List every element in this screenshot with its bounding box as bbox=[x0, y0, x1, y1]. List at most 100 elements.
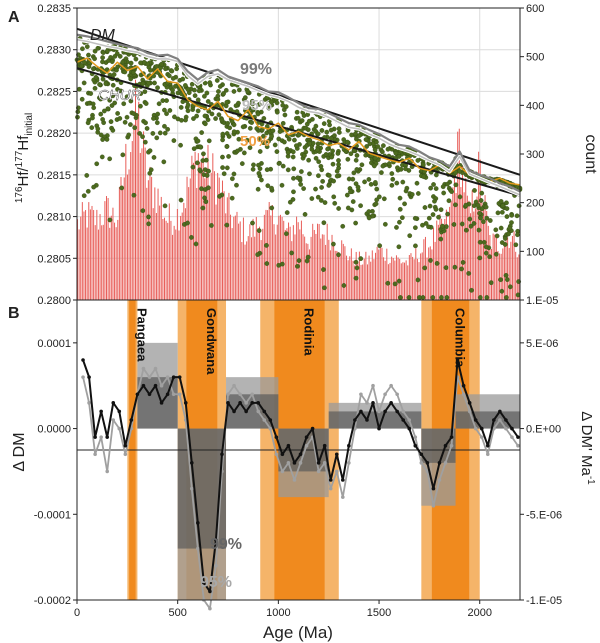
scatter-point-975 bbox=[249, 98, 255, 104]
b-point-99-50 bbox=[383, 409, 387, 414]
hist-bar-204 bbox=[405, 260, 407, 300]
chur-label: CHUR bbox=[98, 87, 141, 104]
b-point-99-61 bbox=[449, 435, 454, 439]
scatter-point-1219 bbox=[373, 180, 378, 185]
hist-bar-202 bbox=[402, 262, 404, 300]
scatter-point-222 bbox=[117, 54, 123, 59]
scatter-point-1075 bbox=[100, 76, 106, 82]
b-point-95-71 bbox=[510, 435, 514, 439]
scatter-point-1197 bbox=[335, 151, 341, 156]
scatter-point-1045 bbox=[328, 127, 334, 133]
hist-bar-217 bbox=[426, 257, 428, 300]
scatter-point-896 bbox=[477, 239, 483, 245]
hist-bar-171 bbox=[352, 260, 354, 300]
b-point-95-32 bbox=[274, 452, 279, 457]
scatter-point-893 bbox=[226, 154, 231, 159]
scatter-point-1251 bbox=[155, 85, 160, 91]
scatter-point-257 bbox=[89, 125, 95, 130]
hist-bar-57 bbox=[168, 203, 170, 300]
scatter-point-260 bbox=[137, 131, 143, 136]
scatter-point-1177 bbox=[82, 60, 87, 66]
scatter-point-1174 bbox=[430, 212, 436, 217]
hist-bar-145 bbox=[310, 236, 312, 300]
scatter-point-216 bbox=[241, 150, 247, 156]
scatter-point-1157 bbox=[323, 152, 329, 157]
scatter-point-1191 bbox=[326, 183, 332, 188]
hist-bar-76 bbox=[199, 162, 201, 300]
scatter-point-389 bbox=[376, 194, 382, 200]
xtick-label-1: 500 bbox=[169, 607, 187, 619]
y2tick-label-b-1: -5.E-06 bbox=[526, 509, 562, 521]
scatter-point-1065 bbox=[318, 163, 324, 169]
scatter-point-526 bbox=[255, 252, 261, 257]
hist-bar-199 bbox=[397, 257, 399, 300]
hist-bar-86 bbox=[215, 204, 217, 300]
hist-bar-71 bbox=[191, 155, 193, 300]
scatter-point-568 bbox=[171, 138, 177, 143]
hist-bar-228 bbox=[444, 218, 446, 300]
hist-bar-79 bbox=[204, 178, 206, 300]
hist-bar-81 bbox=[207, 144, 209, 300]
scatter-point-777 bbox=[202, 80, 208, 86]
b-point-99-48 bbox=[371, 401, 375, 405]
hist-bar-238 bbox=[460, 187, 462, 300]
scatter-point-485 bbox=[396, 244, 402, 250]
scatter-point-871 bbox=[434, 261, 440, 266]
hist-bar-142 bbox=[305, 243, 307, 300]
hist-bar-242 bbox=[466, 195, 468, 300]
scatter-point-124 bbox=[358, 256, 364, 261]
scatter-point-627 bbox=[109, 103, 115, 108]
hist-bar-169 bbox=[349, 256, 351, 300]
b-95-label: 95% bbox=[200, 574, 232, 591]
scatter-point-470 bbox=[321, 220, 327, 226]
scatter-point-1257 bbox=[452, 264, 458, 270]
scatter-point-744 bbox=[353, 275, 359, 281]
scatter-point-826 bbox=[412, 215, 418, 221]
scatter-point-703 bbox=[147, 148, 153, 154]
hist-bar-35 bbox=[133, 124, 135, 300]
scatter-point-1187 bbox=[224, 99, 230, 105]
scatter-point-450 bbox=[341, 283, 347, 288]
scatter-point-841 bbox=[377, 243, 383, 249]
b-point-99-21 bbox=[208, 589, 212, 594]
ytick-label-a-3: 0.2815 bbox=[37, 170, 71, 182]
scatter-point-397 bbox=[426, 215, 432, 221]
scatter-point-82 bbox=[156, 101, 162, 107]
scatter-point-318 bbox=[415, 191, 421, 196]
b-point-99-52 bbox=[395, 409, 399, 414]
b-point-95-63 bbox=[461, 392, 466, 397]
scatter-point-694 bbox=[146, 221, 151, 227]
scatter-point-942 bbox=[495, 210, 501, 216]
b-point-99-9 bbox=[135, 392, 140, 397]
hist-bar-263 bbox=[500, 253, 502, 300]
scatter-point-876 bbox=[283, 104, 289, 109]
scatter-point-1238 bbox=[100, 55, 105, 60]
hist-bar-229 bbox=[445, 209, 447, 300]
scatter-point-171 bbox=[265, 183, 271, 189]
panel-a-scatter bbox=[74, 36, 523, 300]
b-point-95-50 bbox=[383, 392, 387, 397]
b-point-95-35 bbox=[292, 478, 297, 482]
scatter-point-959 bbox=[101, 108, 107, 114]
scatter-point-317 bbox=[157, 130, 163, 136]
scatter-point-368 bbox=[332, 200, 338, 206]
b-point-95-12 bbox=[153, 366, 158, 371]
y2tick-label-a-3: 300 bbox=[526, 149, 544, 161]
hist-bar-129 bbox=[284, 229, 286, 300]
hist-bar-118 bbox=[267, 210, 269, 300]
hist-bar-6 bbox=[86, 227, 88, 300]
hist-bar-5 bbox=[85, 210, 87, 300]
hist-bar-218 bbox=[428, 247, 430, 300]
line-95-core bbox=[76, 38, 521, 196]
hist-bar-139 bbox=[300, 220, 302, 300]
scatter-point-404 bbox=[220, 131, 226, 137]
scatter-point-495 bbox=[291, 166, 297, 172]
hist-bar-19 bbox=[107, 198, 109, 300]
scatter-point-410 bbox=[224, 165, 230, 171]
b-point-95-3 bbox=[99, 435, 103, 439]
scatter-point-1014 bbox=[372, 147, 378, 153]
hist-bar-172 bbox=[354, 265, 356, 300]
scatter-point-1108 bbox=[284, 210, 290, 215]
hist-bar-82 bbox=[209, 189, 211, 300]
panel-b-label: B bbox=[8, 305, 20, 322]
